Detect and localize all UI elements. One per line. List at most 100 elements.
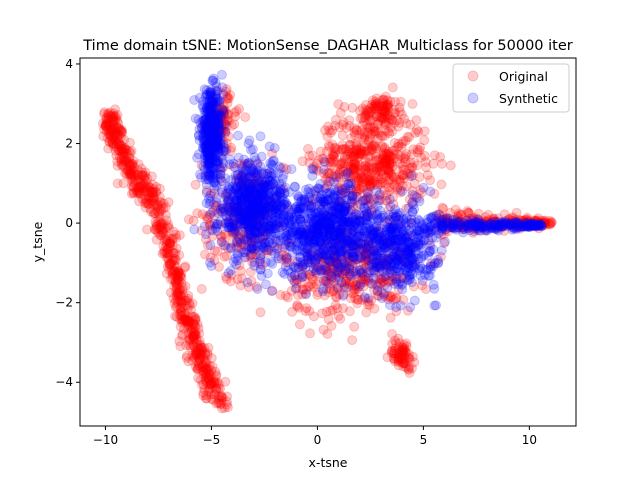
data-point xyxy=(178,315,189,326)
data-point xyxy=(429,188,440,199)
data-point xyxy=(233,206,244,217)
data-point xyxy=(351,183,362,194)
data-point xyxy=(194,354,205,365)
data-point xyxy=(369,303,380,314)
data-point xyxy=(213,397,224,408)
data-point xyxy=(185,334,196,345)
data-point xyxy=(198,379,209,390)
data-point xyxy=(337,246,348,257)
data-point xyxy=(170,248,181,259)
data-point xyxy=(175,303,186,314)
data-point xyxy=(189,318,200,329)
data-point xyxy=(223,222,234,233)
data-point xyxy=(201,393,212,404)
data-point xyxy=(369,139,380,150)
data-point xyxy=(189,95,200,105)
data-point xyxy=(257,200,268,211)
data-point xyxy=(174,295,185,306)
data-point xyxy=(146,186,157,197)
data-point xyxy=(217,236,227,247)
data-point xyxy=(126,160,136,171)
data-point xyxy=(156,206,167,216)
data-point xyxy=(192,208,203,219)
data-point xyxy=(116,143,127,154)
data-point xyxy=(216,69,227,80)
data-point xyxy=(203,372,214,383)
data-point xyxy=(146,206,156,217)
data-point xyxy=(143,191,154,202)
data-point xyxy=(308,235,319,246)
data-point xyxy=(194,348,205,359)
data-point xyxy=(182,350,192,361)
data-point xyxy=(197,379,207,390)
data-point xyxy=(175,314,186,325)
data-point xyxy=(347,102,358,113)
data-point xyxy=(240,172,251,183)
data-point xyxy=(126,188,137,199)
data-point xyxy=(262,215,272,226)
data-point xyxy=(165,238,176,249)
data-point xyxy=(111,139,122,150)
data-point xyxy=(173,289,183,300)
data-point xyxy=(170,277,181,288)
data-point xyxy=(226,142,237,153)
data-point xyxy=(112,135,123,146)
data-point xyxy=(206,188,217,199)
data-point xyxy=(231,259,242,270)
data-point xyxy=(245,184,256,195)
data-point xyxy=(337,140,348,151)
data-point xyxy=(258,179,269,190)
data-point xyxy=(340,169,351,180)
data-point xyxy=(407,99,418,109)
data-point xyxy=(149,192,159,203)
data-point xyxy=(178,315,189,325)
data-point xyxy=(116,126,127,137)
data-point xyxy=(187,298,198,309)
data-point xyxy=(107,138,118,148)
data-point xyxy=(369,169,380,180)
data-point xyxy=(168,226,179,237)
data-point xyxy=(200,356,211,367)
data-point xyxy=(310,186,321,197)
data-point xyxy=(177,329,188,340)
data-point xyxy=(429,150,440,161)
data-point xyxy=(175,296,186,307)
data-point xyxy=(158,203,169,214)
data-point xyxy=(234,260,245,271)
data-point xyxy=(188,340,199,350)
data-point xyxy=(299,195,309,206)
data-point xyxy=(217,187,228,198)
data-point xyxy=(137,180,148,191)
data-point xyxy=(315,193,326,204)
data-point xyxy=(123,156,134,167)
data-point xyxy=(167,240,178,251)
data-point xyxy=(189,319,200,330)
data-point xyxy=(184,317,195,327)
data-point xyxy=(136,177,147,188)
y-tick-label: 4 xyxy=(65,57,73,71)
data-point xyxy=(163,219,174,230)
data-point xyxy=(132,169,143,180)
data-point xyxy=(155,216,165,227)
data-point xyxy=(114,139,125,150)
points-layer xyxy=(97,69,557,414)
data-point xyxy=(361,167,372,177)
data-point xyxy=(175,270,186,281)
data-point xyxy=(246,252,257,263)
data-point xyxy=(180,262,190,273)
data-point xyxy=(438,220,449,231)
data-point xyxy=(104,137,115,147)
data-point xyxy=(354,281,365,292)
data-point xyxy=(108,117,119,128)
data-point xyxy=(102,118,113,128)
data-point xyxy=(218,162,229,173)
data-point xyxy=(262,209,273,220)
data-point xyxy=(209,188,220,199)
data-point xyxy=(348,169,359,180)
data-point xyxy=(330,120,341,131)
data-point xyxy=(278,169,289,180)
data-point xyxy=(174,230,185,241)
data-point xyxy=(229,227,240,238)
data-point xyxy=(409,295,420,306)
data-point xyxy=(196,345,207,356)
